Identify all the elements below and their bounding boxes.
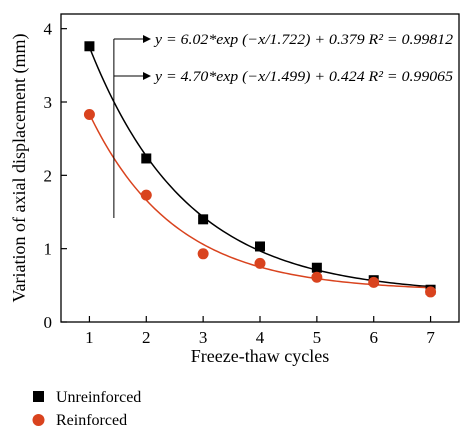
point-unreinforced <box>141 153 152 164</box>
x-tick-label: 2 <box>142 328 151 347</box>
fit-equations: y = 6.02*exp (−x/1.722) + 0.379 R² = 0.9… <box>113 32 454 218</box>
point-reinforced <box>197 248 209 260</box>
legend-label-reinforced: Reinforced <box>56 412 127 429</box>
annotation-arrowhead <box>143 35 151 43</box>
y-axis-title: Variation of axial displacement (mm) <box>9 34 30 303</box>
point-unreinforced <box>198 214 209 225</box>
legend-label-unreinforced: Unreinforced <box>56 389 141 406</box>
annotation-arrowhead <box>143 72 151 80</box>
point-reinforced <box>368 276 380 288</box>
point-reinforced <box>140 189 152 201</box>
x-tick-label: 4 <box>256 328 265 347</box>
y-tick-label: 1 <box>44 240 53 259</box>
x-tick-label: 5 <box>313 328 322 347</box>
legend: Unreinforced Reinforced <box>32 389 141 429</box>
legend-marker-reinforced <box>32 414 45 426</box>
x-tick-label: 1 <box>85 328 94 347</box>
legend-marker-unreinforced <box>33 391 44 402</box>
x-axis-title: Freeze-thaw cycles <box>191 346 329 366</box>
y-tick-label: 0 <box>44 313 53 332</box>
point-reinforced <box>311 271 323 283</box>
y-tick-label: 2 <box>44 166 53 185</box>
data-points <box>83 41 437 298</box>
point-reinforced <box>425 286 437 298</box>
fit-equation-reinforced: y = 4.70*exp (−x/1.499) + 0.424 R² = 0.9… <box>153 69 454 85</box>
point-reinforced <box>83 108 95 120</box>
axis-ticks: 1 2 3 4 5 6 7 0 1 2 3 4 <box>44 20 436 347</box>
point-unreinforced <box>311 262 322 273</box>
y-tick-label: 4 <box>44 20 53 39</box>
fit-equation-unreinforced: y = 6.02*exp (−x/1.722) + 0.379 R² = 0.9… <box>153 32 454 48</box>
point-unreinforced <box>84 41 95 52</box>
x-tick-label: 6 <box>369 328 378 347</box>
x-tick-label: 3 <box>199 328 208 347</box>
point-reinforced <box>254 257 266 269</box>
x-tick-label: 7 <box>426 328 435 347</box>
y-tick-label: 3 <box>44 93 53 112</box>
point-unreinforced <box>255 241 265 252</box>
